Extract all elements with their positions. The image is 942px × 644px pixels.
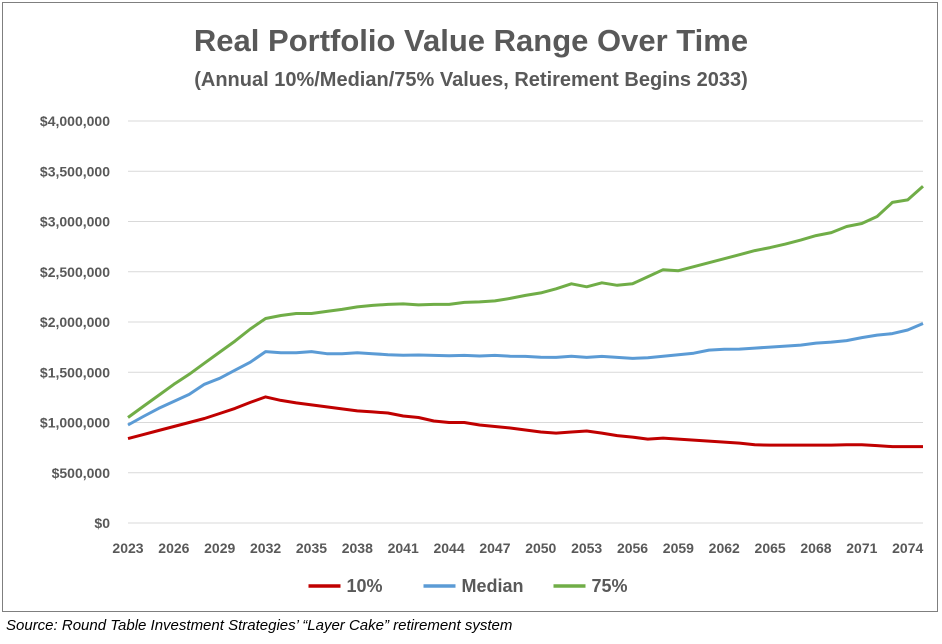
- x-tick-label: 2074: [892, 540, 923, 556]
- x-tick-label: 2044: [433, 540, 464, 556]
- y-tick-label: $0: [94, 515, 110, 531]
- x-tick-label: 2050: [525, 540, 556, 556]
- x-tick-label: 2071: [846, 540, 877, 556]
- x-tick-label: 2056: [617, 540, 648, 556]
- legend-label: 75%: [592, 576, 628, 596]
- legend-label: Median: [462, 576, 524, 596]
- series-line: [127, 185, 924, 419]
- series-line: [127, 395, 923, 449]
- x-tick-label: 2065: [755, 540, 786, 556]
- x-tick-label: 2026: [158, 540, 189, 556]
- y-tick-label: $4,000,000: [40, 113, 110, 129]
- series-line: [127, 322, 924, 427]
- x-tick-label: 2035: [296, 540, 327, 556]
- y-tick-label: $3,000,000: [40, 214, 110, 230]
- x-tick-label: 2053: [571, 540, 602, 556]
- x-tick-label: 2032: [250, 540, 281, 556]
- source-note: Source: Round Table Investment Strategie…: [6, 617, 513, 634]
- y-tick-label: $500,000: [52, 465, 111, 481]
- y-tick-label: $1,000,000: [40, 415, 110, 431]
- chart-title: Real Portfolio Value Range Over Time: [193, 23, 749, 58]
- x-tick-label: 2062: [709, 540, 740, 556]
- y-tick-label: $3,500,000: [40, 163, 110, 179]
- y-tick-label: $2,000,000: [40, 314, 110, 330]
- chart-subtitle: (Annual 10%/Median/75% Values, Retiremen…: [194, 69, 748, 91]
- line-chart: $0 $500,000 $1,000,000 $1,500,000 $2,000,000…: [40, 113, 924, 596]
- x-tick-label: 2029: [204, 540, 235, 556]
- x-tick-label: 2023: [112, 540, 143, 556]
- x-tick-label: 2041: [388, 540, 419, 556]
- y-tick-label: $2,500,000: [40, 264, 110, 280]
- x-tick-label: 2047: [479, 540, 510, 556]
- legend-label: 10%: [347, 576, 383, 596]
- x-tick-label: 2038: [342, 540, 373, 556]
- chart-frame: Real Portfolio Value Range Over Time (An…: [2, 2, 938, 612]
- y-tick-label: $1,500,000: [40, 364, 110, 380]
- x-tick-label: 2059: [663, 540, 694, 556]
- x-tick-label: 2068: [800, 540, 831, 556]
